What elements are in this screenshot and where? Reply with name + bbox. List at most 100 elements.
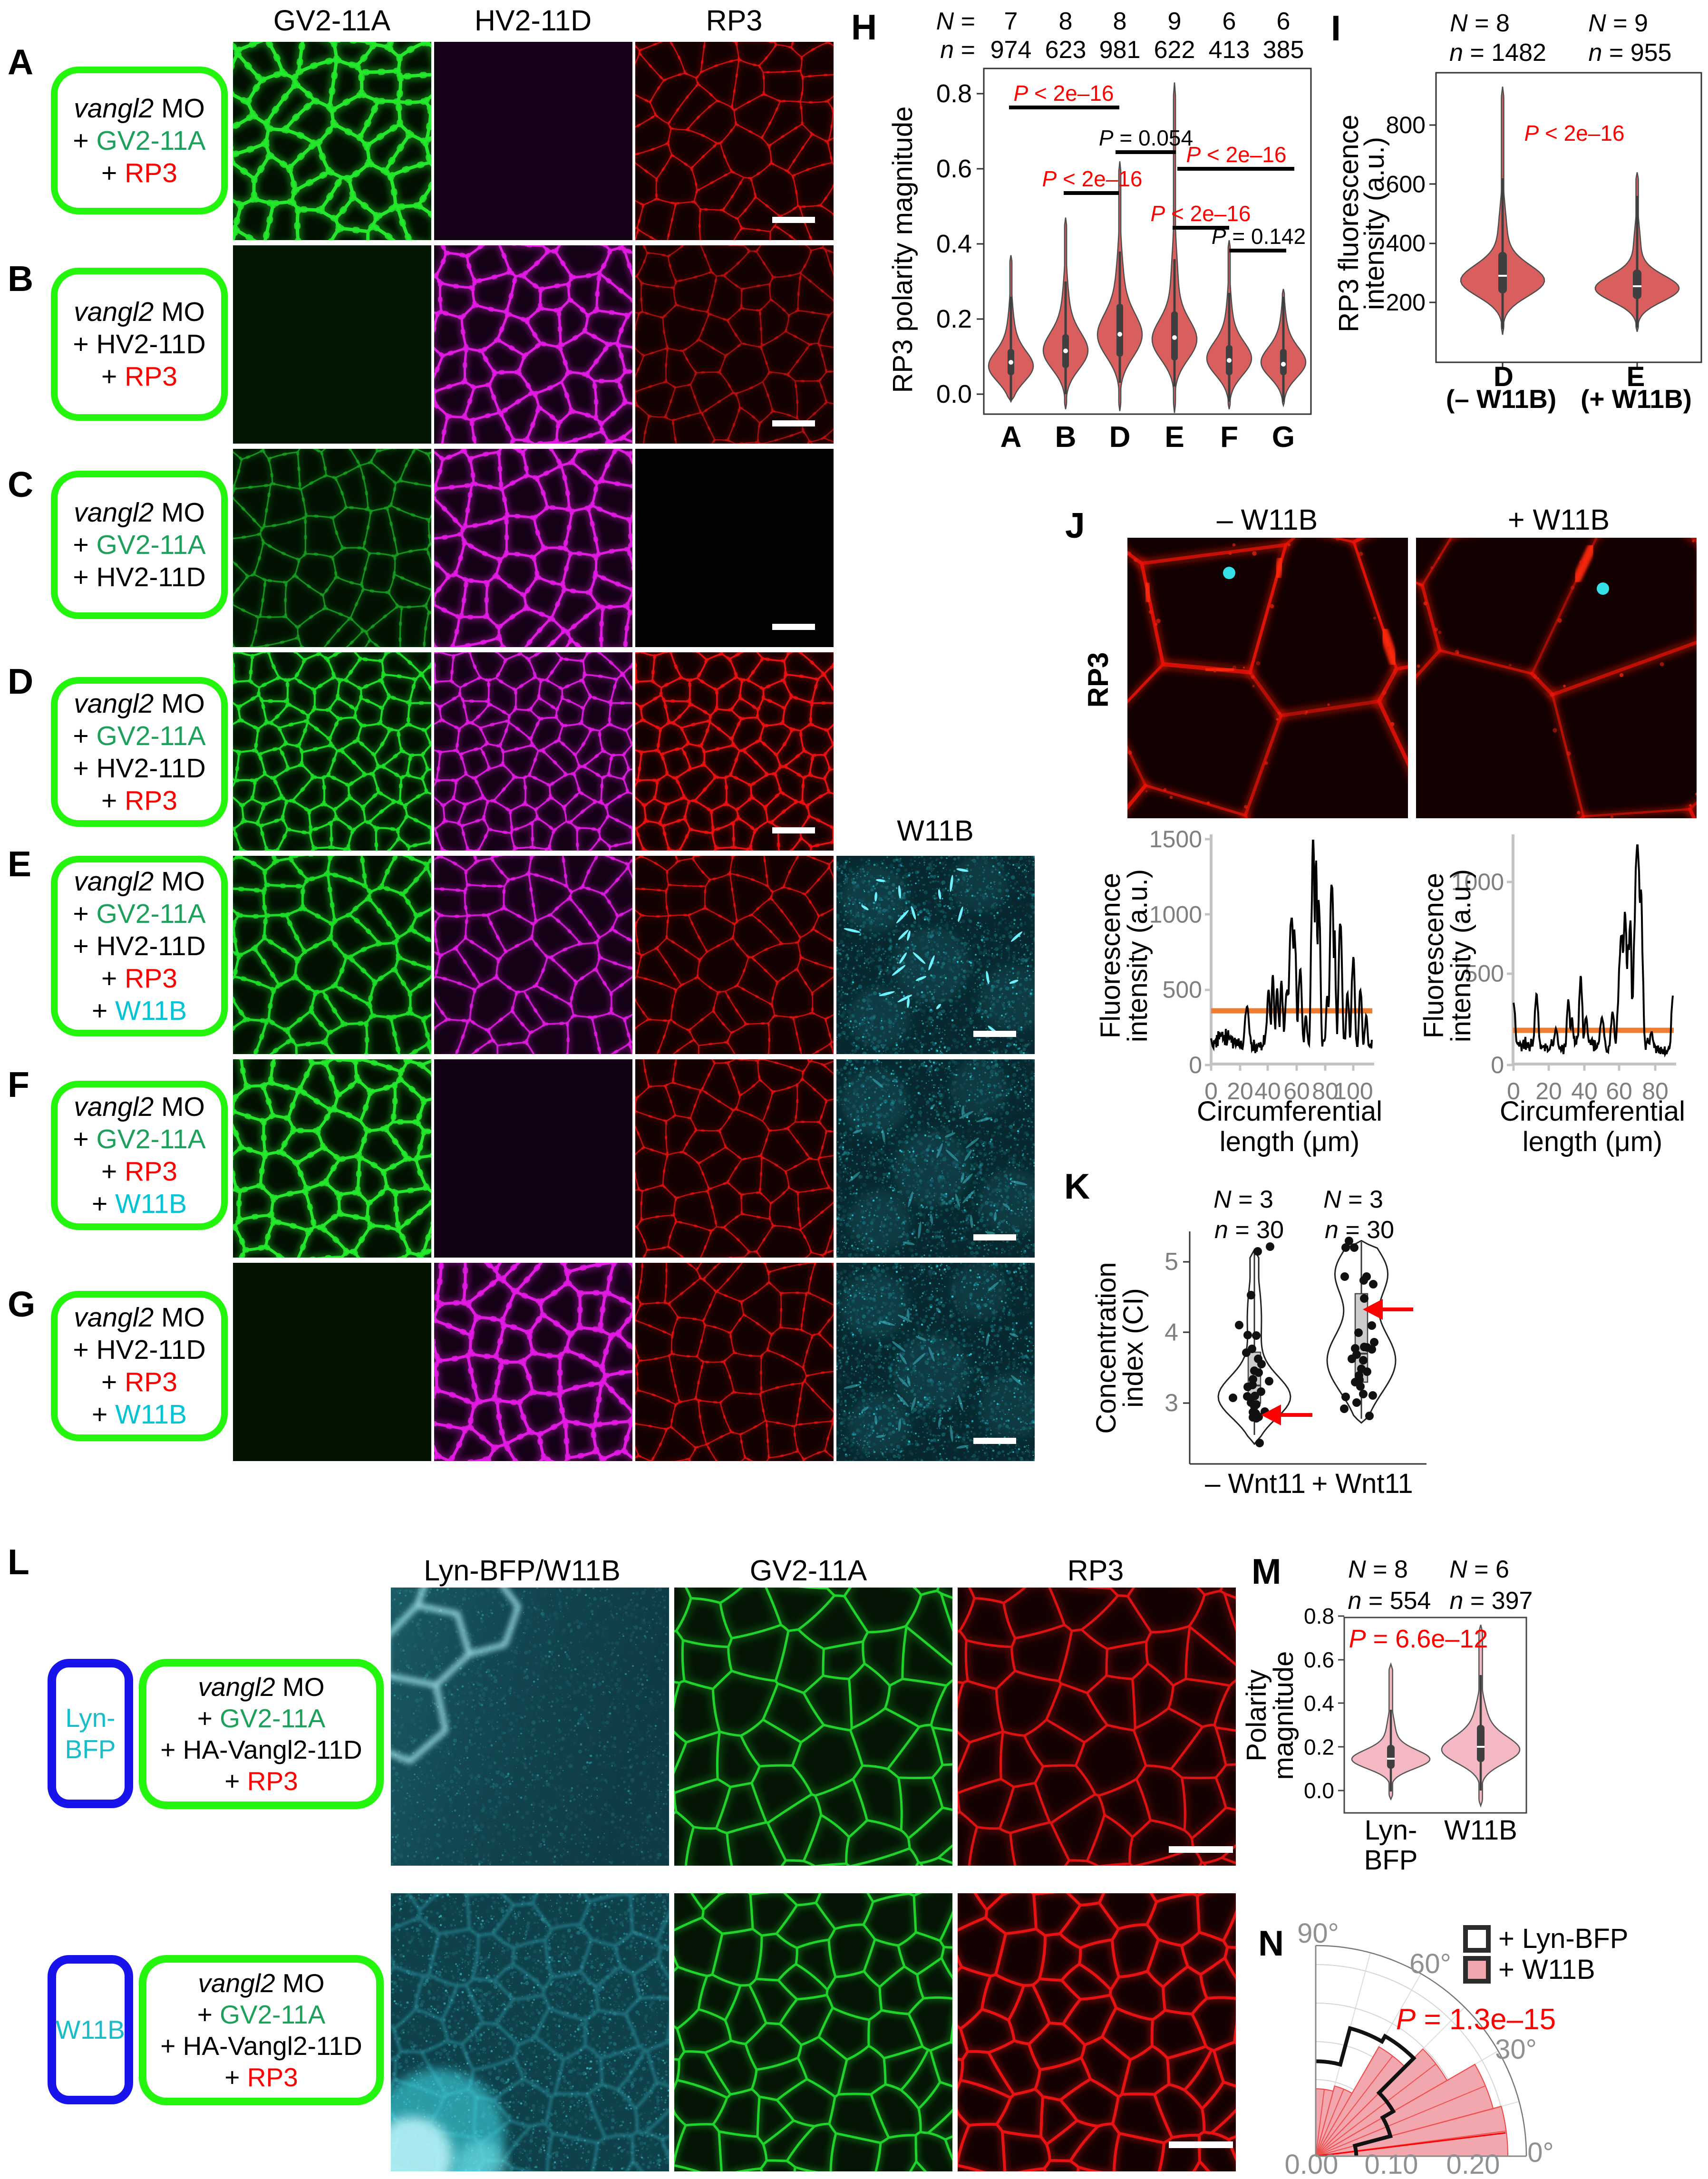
svg-text:400: 400 [1386,230,1426,257]
svg-text:length (μm): length (μm) [1220,1126,1360,1157]
svg-text:B: B [1055,421,1077,454]
svg-text:Fluorescence: Fluorescence [1095,873,1126,1038]
svg-text:N =: N = [936,8,975,35]
svg-text:20: 20 [1535,1078,1562,1104]
svg-text:+ Wnt11: + Wnt11 [1311,1468,1413,1499]
svg-text:P < 2e–16: P < 2e–16 [1186,142,1286,167]
svg-text:E: E [1165,421,1184,454]
svg-text:length (μm): length (μm) [1523,1126,1663,1157]
svg-text:N = 3: N = 3 [1213,1186,1273,1213]
svg-text:D: D [1494,361,1514,392]
svg-text:0.0: 0.0 [1304,1778,1334,1803]
svg-text:N = 9: N = 9 [1588,10,1648,37]
svg-text:500: 500 [1163,977,1202,1003]
svg-text:0: 0 [1204,1078,1218,1104]
svg-text:0.20: 0.20 [1446,2149,1500,2179]
svg-text:20: 20 [1227,1078,1253,1104]
svg-text:RP3 polarity magnitude: RP3 polarity magnitude [887,107,918,393]
svg-text:intensity (a.u.): intensity (a.u.) [1122,869,1153,1042]
svg-text:60: 60 [1606,1078,1632,1104]
svg-text:90°: 90° [1297,1918,1339,1949]
svg-text:Circumferential: Circumferential [1197,1096,1382,1127]
svg-text:600: 600 [1386,171,1426,197]
svg-text:0.0: 0.0 [936,380,972,408]
svg-text:3: 3 [1165,1389,1178,1417]
svg-text:974: 974 [990,36,1032,64]
svg-text:N = 8: N = 8 [1450,10,1510,37]
svg-text:n = 397: n = 397 [1450,1587,1533,1615]
svg-text:6: 6 [1277,8,1291,35]
svg-text:0.4: 0.4 [936,230,972,258]
svg-text:1000: 1000 [1149,901,1202,928]
svg-text:200: 200 [1386,289,1426,316]
svg-text:0.8: 0.8 [1304,1604,1334,1628]
svg-text:100: 100 [1333,1078,1373,1104]
svg-text:P < 2e–16: P < 2e–16 [1013,81,1114,106]
svg-text:index (CI): index (CI) [1118,1288,1149,1407]
svg-text:intensity (a.u.): intensity (a.u.) [1446,869,1476,1042]
svg-text:0.00: 0.00 [1285,2149,1339,2179]
svg-text:P < 2e–16: P < 2e–16 [1150,201,1251,226]
svg-text:623: 623 [1045,36,1087,64]
svg-text:F: F [1220,421,1238,454]
svg-text:P = 0.054: P = 0.054 [1099,126,1193,150]
svg-text:n = 1482: n = 1482 [1449,39,1546,67]
svg-text:0.6: 0.6 [1304,1647,1334,1672]
svg-text:intensity (a.u.): intensity (a.u.) [1359,137,1390,310]
svg-text:Circumferential: Circumferential [1500,1096,1685,1127]
svg-text:BFP: BFP [1364,1845,1418,1876]
svg-text:A: A [1000,421,1022,454]
svg-text:P < 2e–16: P < 2e–16 [1042,166,1142,191]
svg-text:1000: 1000 [1451,869,1504,895]
svg-text:60: 60 [1283,1078,1310,1104]
svg-text:0.10: 0.10 [1365,2149,1418,2179]
svg-text:60°: 60° [1409,1948,1451,1979]
svg-text:0: 0 [1507,1078,1520,1104]
svg-text:n =: n = [940,36,975,64]
svg-text:Polarity: Polarity [1241,1669,1272,1761]
svg-text:E: E [1627,361,1645,392]
svg-text:8: 8 [1113,8,1127,35]
svg-text:0: 0 [1189,1052,1202,1078]
svg-text:4: 4 [1165,1319,1178,1346]
svg-text:40: 40 [1254,1078,1281,1104]
svg-text:Lyn-: Lyn- [1365,1815,1417,1846]
svg-text:0: 0 [1491,1052,1504,1078]
svg-text:981: 981 [1099,36,1141,64]
svg-text:n = 30: n = 30 [1325,1216,1394,1244]
svg-text:6: 6 [1223,8,1236,35]
svg-text:n = 30: n = 30 [1214,1216,1284,1244]
svg-text:– Wnt11: – Wnt11 [1205,1468,1306,1499]
svg-text:0°: 0° [1527,2137,1553,2168]
svg-text:Fluorescence: Fluorescence [1418,873,1449,1038]
svg-text:0.8: 0.8 [936,79,972,108]
svg-text:magnitude: magnitude [1268,1651,1299,1780]
svg-text:P = 0.142: P = 0.142 [1212,224,1306,249]
svg-text:413: 413 [1209,36,1250,64]
svg-text:1500: 1500 [1149,826,1202,852]
svg-text:N = 6: N = 6 [1449,1556,1509,1583]
svg-text:622: 622 [1154,36,1195,64]
svg-text:D: D [1109,421,1131,454]
svg-text:0.2: 0.2 [936,305,972,333]
svg-text:G: G [1272,421,1295,454]
svg-text:9: 9 [1168,8,1182,35]
svg-text:RP3 fluorescence: RP3 fluorescence [1333,115,1364,332]
svg-text:+ W11B: + W11B [1498,1954,1595,1985]
svg-text:800: 800 [1386,112,1426,138]
svg-text:P < 2e–16: P < 2e–16 [1524,121,1624,145]
svg-text:0.6: 0.6 [936,155,972,183]
svg-text:5: 5 [1165,1248,1178,1276]
svg-text:7: 7 [1004,8,1018,35]
svg-text:Concentration: Concentration [1091,1262,1122,1433]
svg-text:+ Lyn-BFP: + Lyn-BFP [1498,1923,1628,1954]
svg-text:30°: 30° [1495,2034,1537,2065]
svg-text:500: 500 [1465,960,1504,987]
svg-text:W11B: W11B [1444,1815,1517,1846]
svg-text:8: 8 [1059,8,1073,35]
svg-text:(– W11B): (– W11B) [1446,384,1556,414]
svg-text:0.4: 0.4 [1304,1691,1334,1716]
svg-text:40: 40 [1571,1078,1598,1104]
svg-text:n = 554: n = 554 [1348,1587,1431,1615]
svg-text:RP3: RP3 [1084,652,1114,708]
